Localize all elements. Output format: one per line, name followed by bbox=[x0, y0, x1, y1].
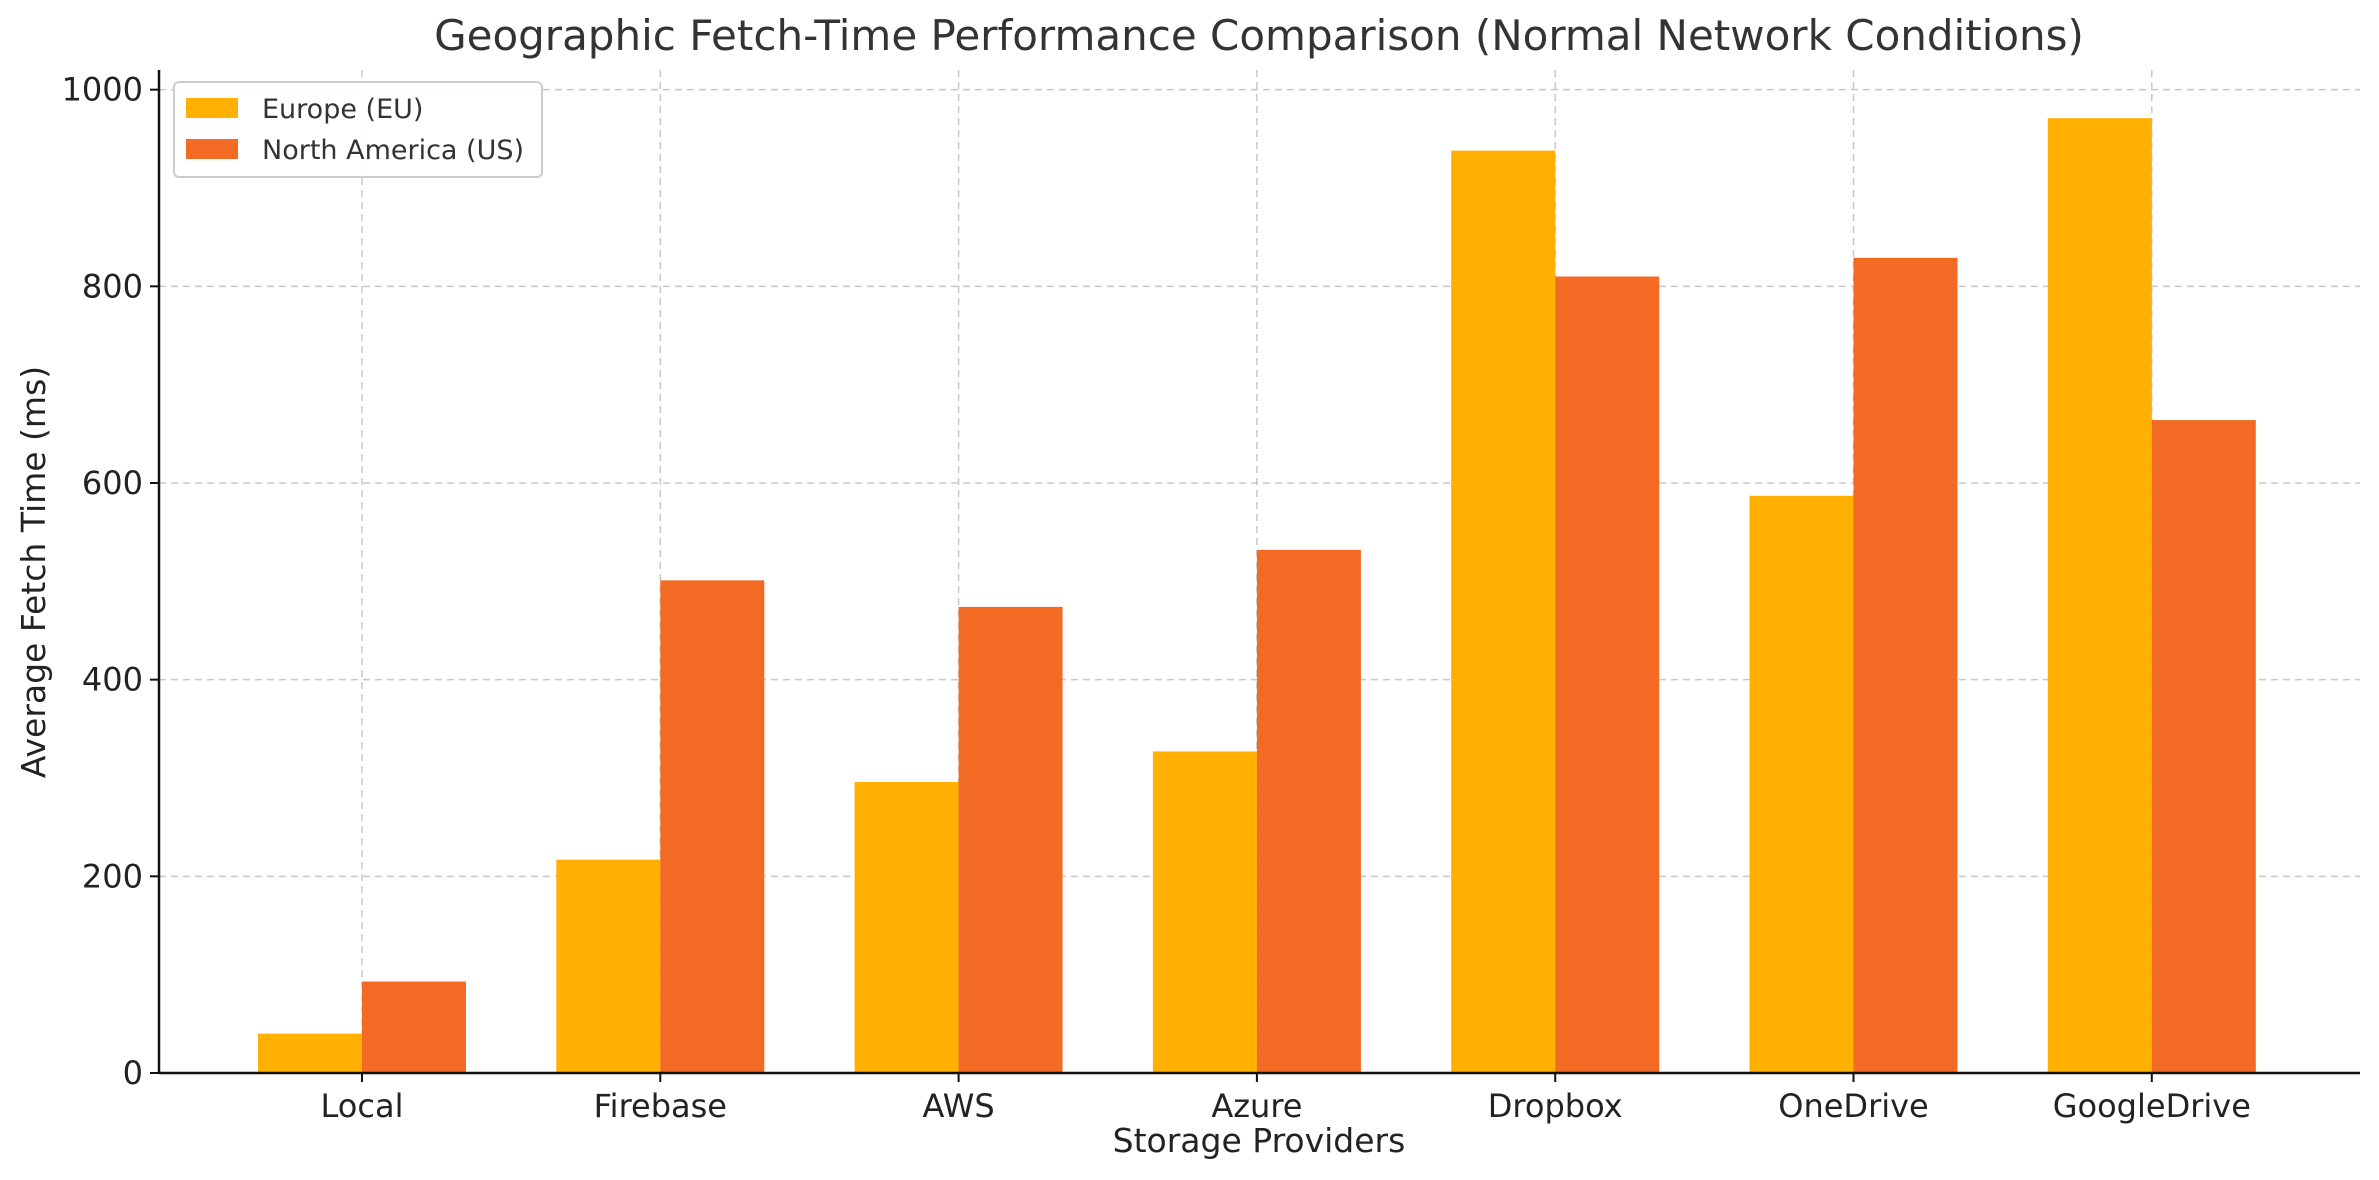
y-tick-label: 800 bbox=[82, 267, 143, 305]
x-tick-label: GoogleDrive bbox=[2053, 1087, 2251, 1125]
bar-eu-firebase bbox=[556, 859, 661, 1073]
bar-us-dropbox bbox=[1555, 276, 1660, 1073]
bar-eu-azure bbox=[1152, 751, 1257, 1073]
bar-eu-local bbox=[258, 1033, 362, 1073]
bar-us-googledrive bbox=[2151, 420, 2256, 1074]
bar-us-local bbox=[362, 981, 466, 1073]
x-tick-label: Dropbox bbox=[1488, 1087, 1623, 1125]
bars bbox=[258, 118, 2256, 1074]
x-axis-label: Storage Providers bbox=[1113, 1121, 1406, 1160]
ticks: 0 200 400 600 800 1000 Local Firebase AWS Azure Dr… bbox=[62, 71, 2251, 1125]
x-tick-label: OneDrive bbox=[1778, 1087, 1928, 1125]
y-axis-label: Average Fetch Time (ms) bbox=[14, 366, 53, 778]
bar-eu-aws bbox=[854, 781, 959, 1073]
bar-us-aws bbox=[958, 606, 1063, 1073]
legend: Europe (EU) North America (US) bbox=[173, 81, 543, 178]
x-tick-label: Firebase bbox=[594, 1087, 727, 1125]
axes bbox=[157, 70, 2360, 1075]
legend-swatch-us bbox=[186, 139, 238, 159]
x-tick-label: Local bbox=[321, 1087, 404, 1125]
y-tick-label: 200 bbox=[82, 857, 143, 895]
legend-label-us: North America (US) bbox=[262, 135, 524, 166]
bar-us-azure bbox=[1256, 549, 1361, 1073]
legend-label-eu: Europe (EU) bbox=[262, 94, 423, 125]
y-tick-label: 0 bbox=[123, 1054, 143, 1092]
x-tick-label: AWS bbox=[923, 1087, 995, 1125]
x-tick-label: Azure bbox=[1211, 1087, 1302, 1125]
y-tick-label: 600 bbox=[82, 464, 143, 502]
y-tick-label: 400 bbox=[82, 661, 143, 699]
bar-us-firebase bbox=[660, 580, 765, 1073]
chart-title: Geographic Fetch-Time Performance Compar… bbox=[434, 11, 2084, 60]
legend-frame bbox=[173, 81, 543, 178]
legend-swatch-eu bbox=[186, 98, 238, 118]
bar-eu-dropbox bbox=[1451, 150, 1556, 1074]
bar-eu-onedrive bbox=[1749, 495, 1854, 1073]
y-tick-label: 1000 bbox=[62, 71, 143, 109]
bar-us-onedrive bbox=[1853, 257, 1958, 1074]
bar-eu-googledrive bbox=[2047, 118, 2152, 1073]
